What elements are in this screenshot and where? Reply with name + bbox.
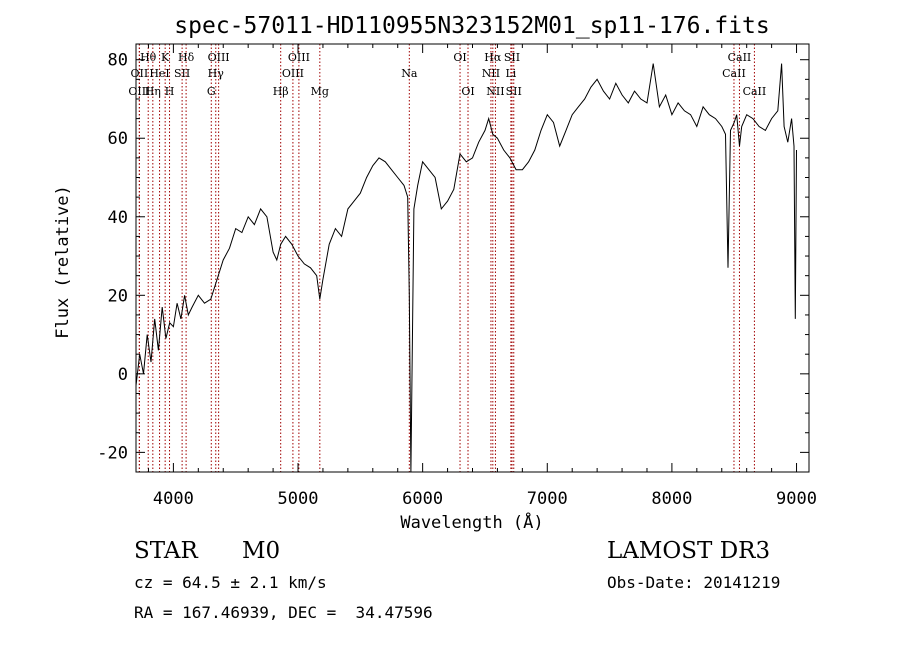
line-label-3: K [161,51,170,64]
spectrum-line [135,63,797,473]
coordinates: RA = 167.46939, DEC = 34.47596 [134,603,433,622]
line-label-4: HeI [149,67,169,80]
line-label-15: Mg [311,85,329,98]
x-tick-label-5000: 5000 [278,489,319,509]
x-tick-label-6000: 6000 [402,489,443,509]
line-label-22: SII [504,51,520,64]
line-label-7: Hδ [178,51,195,64]
line-label-23: Li [505,67,516,80]
line-label-21: NII [486,85,504,98]
redshift-cz: cz = 64.5 ± 2.1 km/s [134,573,327,592]
y-tick-label-20: 20 [108,286,128,306]
line-label-12: Hβ [273,85,289,98]
line-label-1: OII [131,67,149,80]
line-label-16: Na [401,67,418,80]
x-axis-ticks: 4000 5000 6000 7000 8000 9000 [147,44,817,509]
line-label-2: OIII [128,85,150,98]
line-label-6: H [165,85,175,98]
line-label-14: OIII [282,67,304,80]
line-label-5: Hη [145,85,161,98]
y-tick-label-60: 60 [108,129,128,149]
y-tick-label-40: 40 [108,208,128,228]
object-subclass: M0 [242,538,281,564]
line-label-24: SII [506,85,522,98]
line-label-20: NII [482,67,500,80]
x-tick-label-9000: 9000 [776,489,817,509]
line-label-25: CaII [728,51,752,64]
x-tick-label-7000: 7000 [527,489,568,509]
y-axis-ticks: -20 0 20 40 60 80 [97,51,809,463]
line-label-26: CaII [722,67,746,80]
line-label-11: G [207,85,216,98]
x-axis-label: Wavelength (Å) [400,511,543,533]
y-tick-label--20: -20 [97,443,128,463]
line-label-17: OI [453,51,466,64]
y-tick-label-80: 80 [108,51,128,71]
line-label-8: SII [174,67,190,80]
object-class: STAR [134,538,198,564]
line-label-10: Hγ [208,67,225,80]
line-label-19: Hα [484,51,502,64]
survey-name: LAMOST DR3 [607,538,771,564]
spectral-line-labels: Hθ OII OIII K HeI Hη H Hδ SII OIII Hγ G Hβ OIII OIII Mg… [128,51,766,98]
y-axis-label: Flux (relative) [53,185,73,339]
x-tick-label-4000: 4000 [153,489,194,509]
chart-title: spec-57011-HD110955N323152M01_sp11-176.f… [174,13,769,39]
line-label-13: OIII [288,51,310,64]
line-label-0: Hθ [140,51,157,64]
plot-frame [135,43,810,473]
y-tick-label-0: 0 [118,365,128,385]
line-label-18: OI [461,85,474,98]
spectral-line-markers [138,44,755,472]
observation-date: Obs-Date: 20141219 [607,573,781,592]
line-label-9: OIII [208,51,230,64]
x-tick-label-8000: 8000 [651,489,692,509]
line-label-27: CaII [743,85,767,98]
